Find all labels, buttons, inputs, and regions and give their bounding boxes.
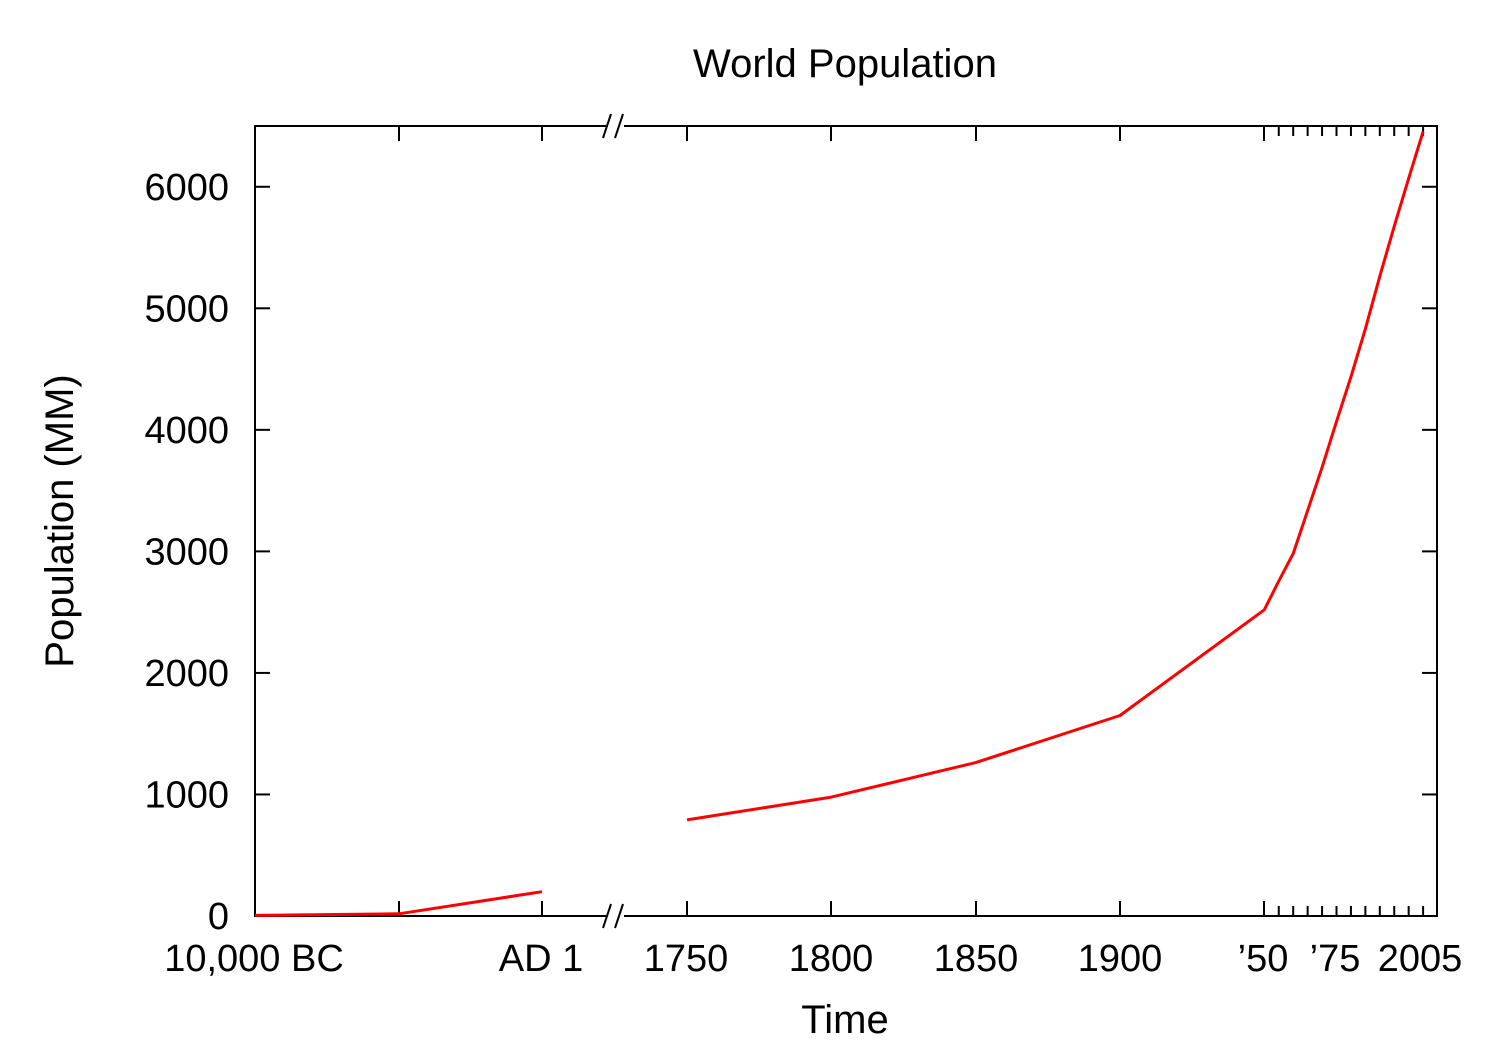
x-tick-label: 1800 [789, 938, 874, 980]
y-axis-ticks: 0 1000 2000 3000 4000 5000 6000 [144, 167, 1437, 938]
axis-break-slash [602, 903, 612, 929]
x-tick-label: 1750 [644, 938, 729, 980]
y-tick-label: 1000 [144, 774, 229, 816]
x-tick-label: 10,000 BC [164, 938, 344, 980]
y-tick-label: 4000 [144, 410, 229, 452]
axis-break-markers [602, 113, 624, 929]
x-tick-label: 2005 [1378, 938, 1463, 980]
plot-frame [254, 125, 1438, 917]
y-tick-label: 0 [208, 896, 229, 938]
series-line-modern [686, 131, 1425, 822]
x-tick-label: ’75 [1310, 938, 1361, 980]
y-tick-label: 6000 [144, 167, 229, 209]
y-tick-label: 2000 [144, 653, 229, 695]
chart-title: World Population [693, 42, 997, 86]
y-axis-label: Population (MM) [38, 374, 82, 667]
series-line-ancient [254, 890, 543, 917]
x-tick-label: AD 1 [499, 938, 583, 980]
series-layer [254, 131, 1425, 917]
y-tick-label: 3000 [144, 531, 229, 573]
x-axis-ticks: 10,000 BC AD 1 1750 1800 1850 1900 ’50 ’75 2005 [164, 126, 1462, 980]
x-axis-label: Time [801, 998, 888, 1042]
axis-break-gap [606, 123, 624, 129]
axis-break-slash [614, 903, 624, 929]
x-tick-label: 1900 [1078, 938, 1163, 980]
axis-break-slash [614, 113, 624, 139]
axis-break-slash [602, 113, 612, 139]
axis-break-gap [606, 913, 624, 919]
x-tick-label: 1850 [934, 938, 1019, 980]
x-tick-label: ’50 [1238, 938, 1289, 980]
y-tick-label: 5000 [144, 288, 229, 330]
